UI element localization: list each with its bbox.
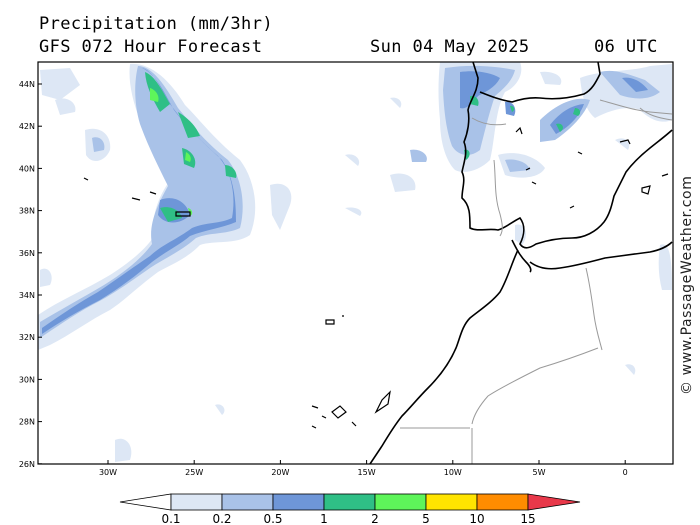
lat-label: 44N xyxy=(19,80,35,89)
madeira-island xyxy=(325,315,344,325)
credit-watermark: © www.PassageWeather.com xyxy=(679,176,695,395)
canary-islands xyxy=(311,390,391,429)
lon-label: 30W xyxy=(99,468,117,477)
colorbar-swatch xyxy=(170,493,223,511)
colorbar-label: 0.5 xyxy=(263,512,282,525)
map-content xyxy=(38,62,673,464)
lat-label: 30N xyxy=(19,375,35,384)
colorbar-max-arrow xyxy=(527,493,581,511)
africa-coast xyxy=(369,249,519,464)
forecast-time: 06 UTC xyxy=(594,37,658,57)
south-iberia-coast xyxy=(511,239,532,273)
lon-label: 25W xyxy=(185,468,203,477)
map-frame xyxy=(37,61,674,465)
iberia-land xyxy=(461,62,673,249)
colorbar-label: 10 xyxy=(469,512,484,525)
lat-label: 34N xyxy=(19,291,35,300)
credit-text: © www.PassageWeather.com xyxy=(679,176,695,395)
lat-label: 36N xyxy=(19,249,35,258)
colorbar-swatch xyxy=(221,493,274,511)
longitude-axis: 30W 25W 20W 15W 10W 5W 0 xyxy=(99,460,628,477)
colorbar-min-arrow xyxy=(119,493,172,511)
colorbar-label: 5 xyxy=(422,512,430,525)
lon-label: 0 xyxy=(623,468,628,477)
colorbar-label: 2 xyxy=(371,512,379,525)
colorbar: 0.1 0.2 0.5 1 2 5 10 15 xyxy=(119,493,581,525)
colorbar-swatch xyxy=(272,493,325,511)
forecast-subtitle: GFS 072 Hour Forecast xyxy=(39,37,263,57)
lon-label: 10W xyxy=(444,468,462,477)
med-coast-africa xyxy=(529,241,673,270)
lat-label: 38N xyxy=(19,207,35,216)
france-coast xyxy=(479,62,601,103)
colorbar-swatch xyxy=(425,493,478,511)
azores-islands xyxy=(83,177,191,217)
latitude-axis: 44N 42N 40N 38N 36N 34N 32N 30N 28N 26N xyxy=(19,80,42,469)
lon-label: 5W xyxy=(533,468,546,477)
colorbar-swatch xyxy=(476,493,529,511)
lon-label: 15W xyxy=(358,468,376,477)
colorbar-swatch xyxy=(374,493,427,511)
lat-label: 32N xyxy=(19,333,35,342)
lat-label: 28N xyxy=(19,418,35,427)
colorbar-label: 1 xyxy=(320,512,328,525)
lat-label: 26N xyxy=(19,460,35,469)
lat-label: 40N xyxy=(19,164,35,173)
colorbar-label: 15 xyxy=(520,512,535,525)
iberia-lakes xyxy=(515,126,583,209)
country-borders xyxy=(400,99,673,464)
chart-title: Precipitation (mm/3hr) xyxy=(39,14,273,34)
colorbar-label: 0.1 xyxy=(161,512,180,525)
lon-label: 20W xyxy=(271,468,289,477)
forecast-date: Sun 04 May 2025 xyxy=(370,37,530,57)
islands xyxy=(83,126,669,429)
colorbar-label: 0.2 xyxy=(212,512,231,525)
lat-label: 42N xyxy=(19,122,35,131)
balearic-islands xyxy=(619,139,669,195)
colorbar-swatch xyxy=(323,493,376,511)
